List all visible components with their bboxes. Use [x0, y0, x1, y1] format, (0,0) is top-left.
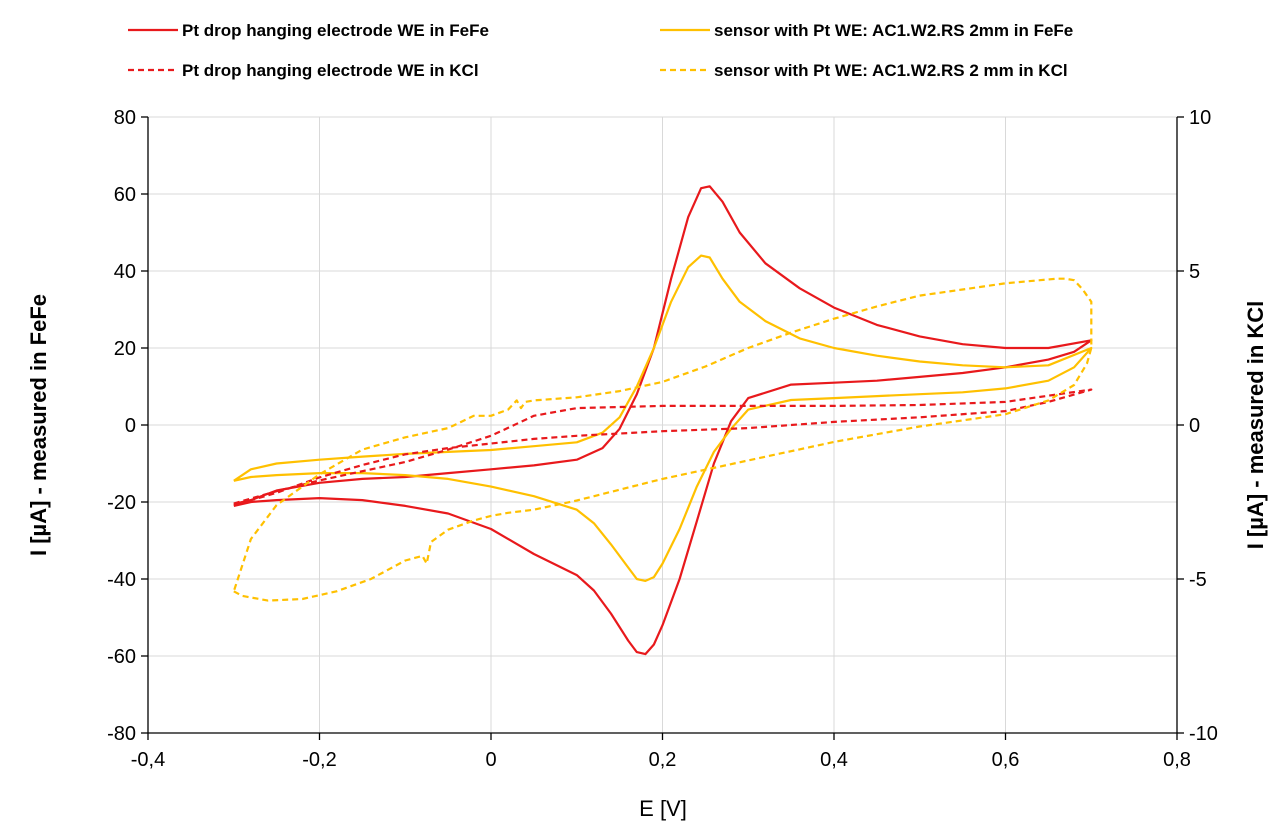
y-tick-label-right: 0 — [1189, 415, 1200, 437]
y-tick-label-right: 10 — [1189, 107, 1211, 129]
y-tick-label-left: -60 — [107, 646, 136, 668]
legend-label: Pt drop hanging electrode WE in FeFe — [182, 21, 489, 40]
y-axis-title-left: I [µA] - measured in FeFe — [26, 294, 51, 556]
y-tick-label-right: 5 — [1189, 261, 1200, 283]
x-axis-title: E [V] — [639, 796, 687, 821]
series-line-4 — [232, 277, 1093, 602]
y-tick-label-left: 40 — [114, 261, 136, 283]
x-tick-label: 0,4 — [820, 749, 848, 771]
y-tick-label-right: -5 — [1189, 569, 1207, 591]
y-tick-label-left: -80 — [107, 723, 136, 745]
legend: Pt drop hanging electrode WE in FeFe sens… — [128, 21, 1073, 80]
axes: -0,4 -0,2 0 0,2 0,4 0,6 0,8 -80 -60 -40 -20 0 20 40 60… — [107, 107, 1218, 771]
x-tick-label: 0,8 — [1163, 749, 1191, 771]
y-tick-label-left: 20 — [114, 338, 136, 360]
x-tick-label: 0 — [485, 749, 496, 771]
y-tick-label-left: 80 — [114, 107, 136, 129]
y-tick-label-right: -10 — [1189, 723, 1218, 745]
x-tick-label: 0,6 — [992, 749, 1020, 771]
series-line-1 — [233, 185, 1093, 656]
y-tick-label-left: 0 — [125, 415, 136, 437]
y-axis-title-right: I [µA] - measured in KCl — [1243, 301, 1268, 550]
y-tick-label-left: 60 — [114, 184, 136, 206]
x-tick-label: -0,2 — [302, 749, 336, 771]
legend-label: sensor with Pt WE: AC1.W2.RS 2 mm in KCl — [714, 61, 1068, 80]
y-tick-label-left: -40 — [107, 569, 136, 591]
series-line-3 — [233, 388, 1093, 507]
x-tick-label: -0,4 — [131, 749, 165, 771]
x-tick-label: 0,2 — [649, 749, 677, 771]
y-tick-label-left: -20 — [107, 492, 136, 514]
legend-label: Pt drop hanging electrode WE in KCl — [182, 61, 479, 80]
series-curves — [232, 185, 1093, 656]
gridlines — [148, 116, 1177, 733]
legend-label: sensor with Pt WE: AC1.W2.RS 2mm in FeFe — [714, 21, 1073, 40]
